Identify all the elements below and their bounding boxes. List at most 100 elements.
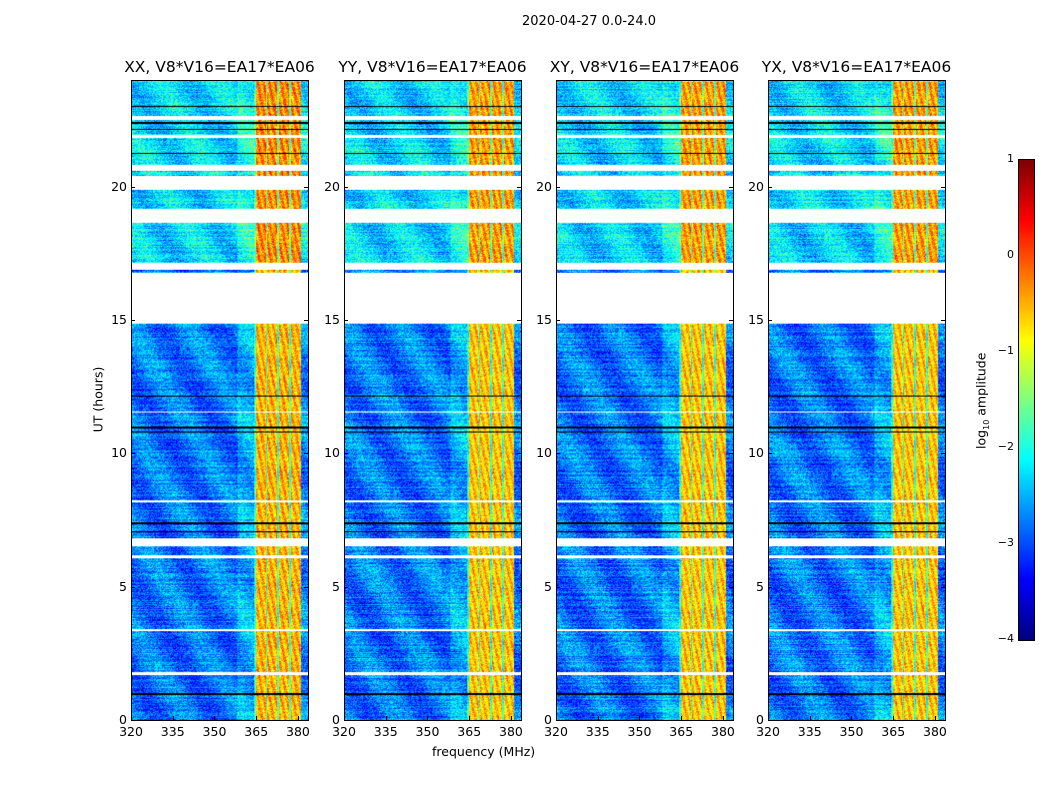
y-tick bbox=[304, 586, 308, 588]
y-tick bbox=[517, 586, 521, 588]
x-tick-label: 380 bbox=[499, 724, 523, 739]
x-tick bbox=[639, 716, 641, 720]
y-tick bbox=[131, 586, 135, 588]
colorbar-tick-label: −3 bbox=[997, 536, 1014, 549]
y-tick-label: 10 bbox=[536, 445, 552, 461]
y-tick bbox=[344, 453, 348, 455]
y-tick bbox=[768, 186, 772, 188]
x-tick-label: 335 bbox=[160, 724, 185, 739]
x-tick-label: 365 bbox=[669, 724, 694, 739]
x-tick-label: 350 bbox=[627, 724, 652, 739]
x-tick-label: 335 bbox=[373, 724, 398, 739]
y-tick-label: 20 bbox=[324, 178, 340, 194]
heatmap-panel-1 bbox=[344, 80, 522, 721]
x-tick-label: 335 bbox=[585, 724, 610, 739]
x-tick-label: 365 bbox=[457, 724, 482, 739]
panel-title: YX, V8*V16=EA17*EA06 bbox=[761, 58, 952, 76]
colorbar-tick-label: −2 bbox=[997, 440, 1014, 453]
y-tick bbox=[556, 586, 560, 588]
colorbar-tick-label: −4 bbox=[997, 632, 1014, 645]
y-tick-label: 15 bbox=[536, 312, 552, 327]
heatmap-cells bbox=[132, 81, 308, 720]
y-tick bbox=[517, 453, 521, 455]
y-tick bbox=[344, 586, 348, 588]
x-axis-label: frequency (MHz) bbox=[432, 744, 536, 759]
y-tick bbox=[344, 186, 348, 188]
x-tick-label: 380 bbox=[923, 724, 947, 739]
panel-title: XX, V8*V16=EA17*EA06 bbox=[124, 58, 315, 76]
y-tick-label: 0 bbox=[544, 712, 552, 727]
y-tick-label: 5 bbox=[332, 578, 340, 594]
x-tick-label: 350 bbox=[839, 724, 864, 739]
x-tick bbox=[385, 716, 387, 720]
y-tick bbox=[941, 720, 945, 721]
y-tick bbox=[131, 320, 135, 321]
y-tick bbox=[131, 186, 135, 188]
x-tick-label: 380 bbox=[286, 724, 310, 739]
y-tick bbox=[304, 720, 308, 721]
x-tick bbox=[809, 716, 811, 720]
x-tick bbox=[172, 716, 174, 720]
y-tick bbox=[729, 586, 733, 588]
y-tick-label: 5 bbox=[544, 578, 552, 594]
x-tick bbox=[722, 716, 724, 720]
y-tick-label: 15 bbox=[111, 312, 127, 327]
x-tick bbox=[851, 716, 853, 720]
y-tick bbox=[556, 186, 560, 188]
y-tick bbox=[131, 720, 135, 721]
x-tick-label: 320 bbox=[332, 724, 356, 739]
x-tick-label: 350 bbox=[415, 724, 440, 739]
y-tick bbox=[556, 453, 560, 455]
y-tick bbox=[517, 720, 521, 721]
y-tick bbox=[768, 453, 772, 455]
heatmap-cells bbox=[345, 81, 521, 720]
x-tick-label: 365 bbox=[881, 724, 906, 739]
heatmap-panel-0 bbox=[131, 80, 309, 721]
x-tick-label: 320 bbox=[544, 724, 568, 739]
colorbar-gradient bbox=[1019, 160, 1034, 640]
y-tick-label: 10 bbox=[748, 445, 764, 461]
y-tick-label: 0 bbox=[119, 712, 127, 727]
y-tick bbox=[556, 720, 560, 721]
x-tick-label: 380 bbox=[711, 724, 735, 739]
heatmap-cells bbox=[769, 81, 945, 720]
x-tick bbox=[131, 716, 132, 720]
y-tick bbox=[304, 320, 308, 321]
y-tick bbox=[344, 320, 348, 321]
colorbar-tick-label: 0 bbox=[1007, 248, 1014, 261]
x-tick bbox=[469, 716, 471, 720]
x-tick bbox=[768, 716, 769, 720]
heatmap-panel-3 bbox=[768, 80, 946, 721]
y-tick bbox=[131, 453, 135, 455]
colorbar bbox=[1018, 159, 1035, 641]
x-tick bbox=[893, 716, 895, 720]
y-tick-label: 0 bbox=[756, 712, 764, 727]
y-tick-label: 20 bbox=[111, 178, 127, 194]
y-tick bbox=[344, 720, 348, 721]
y-tick bbox=[941, 586, 945, 588]
y-tick-label: 5 bbox=[756, 578, 764, 594]
panel-title: XY, V8*V16=EA17*EA06 bbox=[549, 58, 740, 76]
colorbar-tick-label: −1 bbox=[997, 344, 1014, 357]
y-tick bbox=[768, 586, 772, 588]
colorbar-tick-label: 1 bbox=[1007, 152, 1014, 165]
y-tick-label: 20 bbox=[536, 178, 552, 194]
x-tick bbox=[214, 716, 216, 720]
figure-title: 2020-04-27 0.0-24.0 bbox=[522, 14, 656, 29]
x-tick bbox=[256, 716, 258, 720]
y-tick-label: 15 bbox=[324, 312, 340, 327]
colorbar-label: log10 amplitude bbox=[973, 352, 991, 449]
y-tick bbox=[556, 320, 560, 321]
panel-title: YY, V8*V16=EA17*EA06 bbox=[338, 58, 527, 76]
x-tick bbox=[297, 716, 299, 720]
y-tick bbox=[517, 320, 521, 321]
x-tick-label: 365 bbox=[244, 724, 269, 739]
y-tick bbox=[729, 453, 733, 455]
y-axis-label: UT (hours) bbox=[90, 366, 106, 433]
x-tick bbox=[427, 716, 429, 720]
y-tick bbox=[768, 320, 772, 321]
y-tick-label: 5 bbox=[119, 578, 127, 594]
y-tick-label: 10 bbox=[111, 445, 127, 461]
x-tick-label: 320 bbox=[119, 724, 143, 739]
